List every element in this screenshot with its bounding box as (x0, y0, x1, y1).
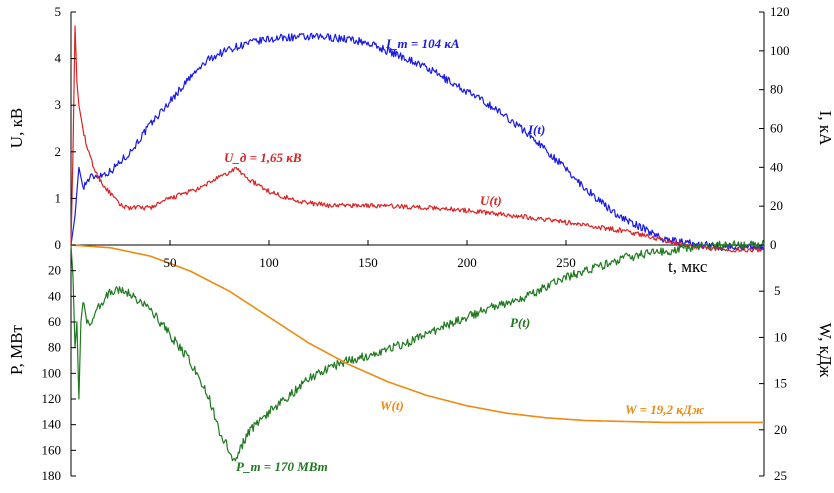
w-axis-label: W, кДж (816, 323, 834, 378)
im-annotation: I_m = 104 кА (385, 36, 460, 51)
x-tick-label: 250 (556, 255, 576, 270)
p-tick-label: 20 (48, 263, 61, 278)
i-tick-label: 40 (770, 159, 783, 174)
i-tick-label: 0 (770, 237, 777, 252)
w-series-label: W(t) (380, 398, 404, 413)
voltage-line (70, 25, 765, 253)
t-axis-label: t, мкс (668, 257, 708, 276)
w-tick-label: 10 (774, 329, 787, 344)
i-series-label: I(t) (527, 122, 545, 137)
p-axis-label: P, МВт (7, 324, 26, 375)
p-tick-label: 120 (42, 391, 62, 406)
series-layer (70, 25, 765, 462)
i-tick-label: 20 (770, 198, 783, 213)
u-tick-label: 3 (55, 97, 62, 112)
w-tick-label: 25 (774, 468, 787, 483)
u-axis-label: U, кВ (7, 108, 26, 148)
i-tick-label: 60 (770, 121, 783, 136)
current-line (70, 32, 765, 252)
p-series-label: P(t) (510, 315, 530, 330)
p-tick-label: 180 (42, 468, 62, 483)
u-tick-label: 1 (55, 190, 62, 205)
u-tick-label: 5 (55, 4, 62, 19)
w-tick-label: 15 (774, 376, 787, 391)
ud-annotation: U_д = 1,65 кВ (224, 150, 302, 165)
w-tick-label: 20 (774, 422, 787, 437)
p-tick-label: 100 (42, 365, 62, 380)
p-tick-label: 140 (42, 417, 62, 432)
p-tick-label: 80 (48, 340, 61, 355)
i-axis-label: I, кА (816, 111, 834, 146)
x-tick-label: 50 (164, 255, 177, 270)
pm-annotation: P_m = 170 МВт (236, 459, 328, 474)
i-tick-label: 120 (770, 4, 790, 19)
u-tick-label: 0 (55, 237, 62, 252)
u-series-label: U(t) (480, 193, 502, 208)
power-line (70, 240, 765, 462)
u-tick-label: 2 (55, 144, 62, 159)
x-tick-label: 100 (259, 255, 279, 270)
w-final-annotation: W = 19,2 кДж (625, 402, 705, 417)
p-tick-label: 160 (42, 442, 62, 457)
x-tick-label: 150 (358, 255, 378, 270)
u-tick-label: 4 (55, 51, 62, 66)
w-tick-label: 5 (774, 283, 781, 298)
ticks-layer: 50 100 150 200 25001234520406080100120140160… (42, 4, 790, 483)
i-tick-label: 100 (770, 43, 790, 58)
x-tick-label: 200 (457, 255, 477, 270)
i-tick-label: 80 (770, 82, 783, 97)
p-tick-label: 60 (48, 314, 61, 329)
p-tick-label: 40 (48, 288, 61, 303)
energy-line (70, 244, 764, 424)
